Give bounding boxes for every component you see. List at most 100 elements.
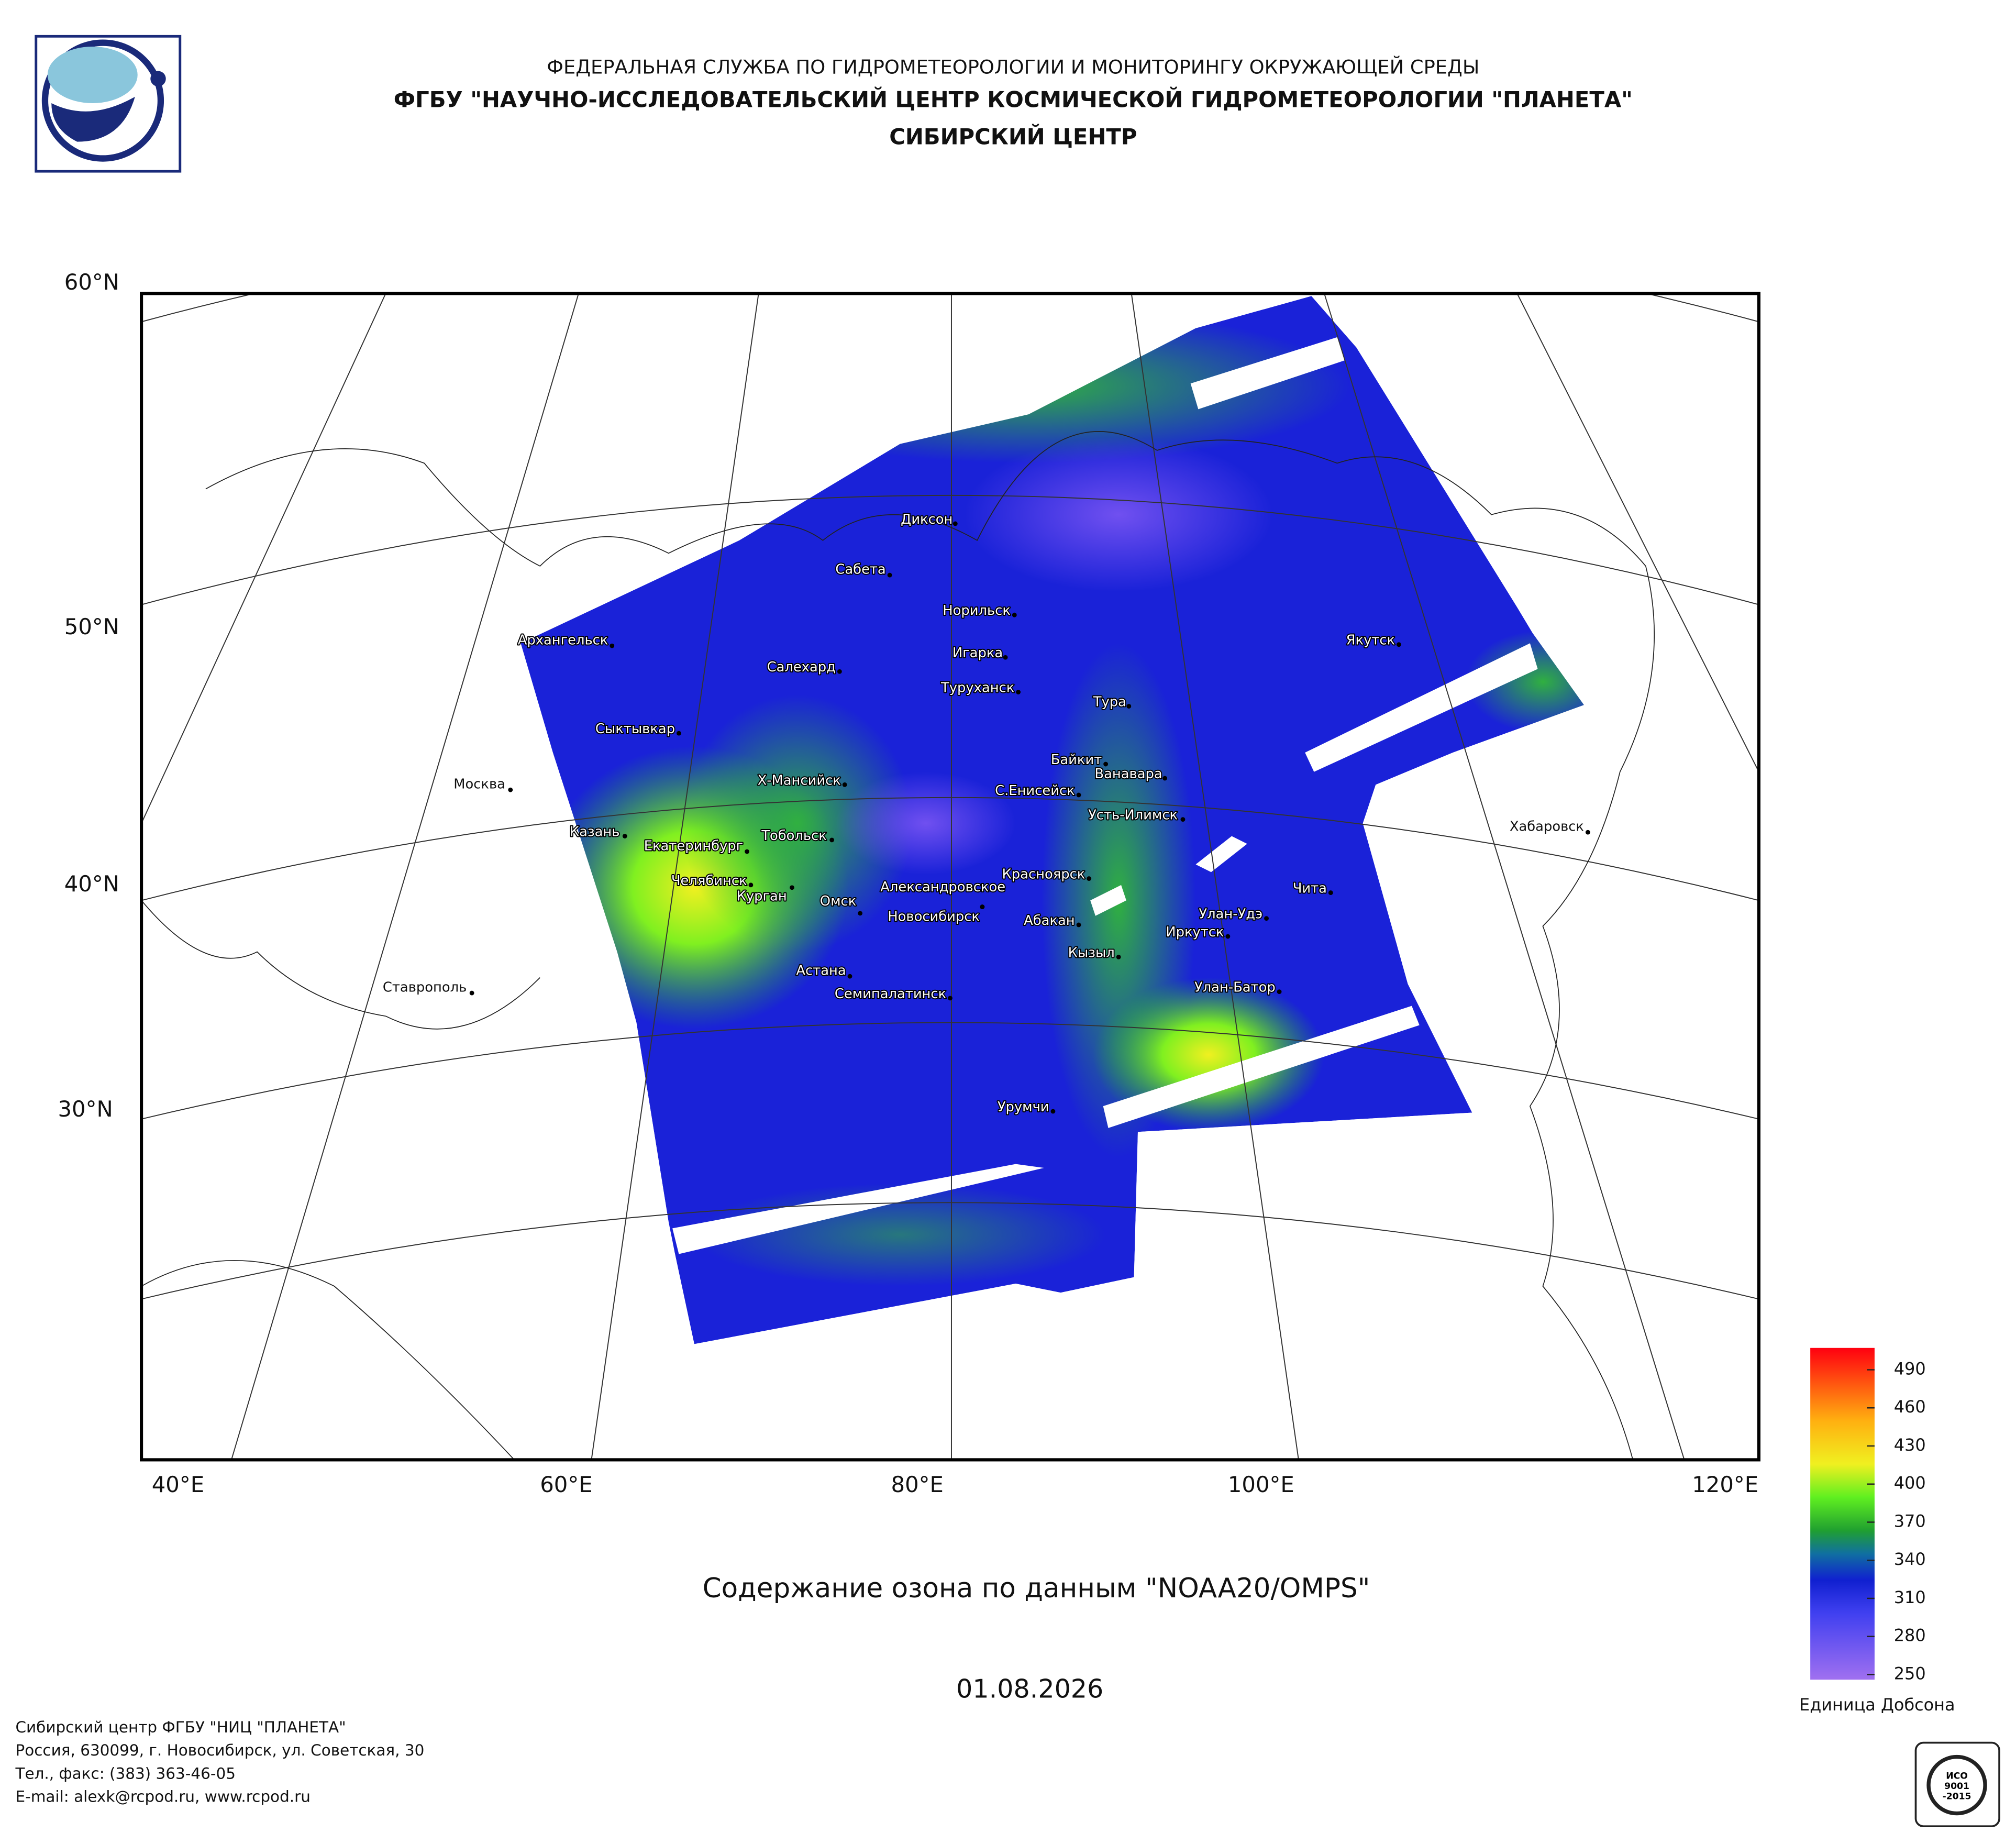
colorbar-tick-label: 310 [1894, 1587, 1926, 1607]
city-dot [1076, 922, 1081, 927]
city-dot [1003, 655, 1008, 660]
map [141, 293, 1759, 1460]
map-frame [140, 292, 1760, 1462]
footer: Сибирский центр ФГБУ "НИЦ "ПЛАНЕТА" Росси… [15, 1718, 424, 1806]
header-center: СИБИРСКИЙ ЦЕНТР [889, 124, 1137, 150]
city-label: Сабета [835, 562, 885, 578]
city-dot [1116, 954, 1121, 959]
city-label: Улан-Удэ [1199, 907, 1262, 922]
logo [35, 35, 182, 173]
city-dot [1087, 876, 1092, 881]
city-label: Хабаровск [1510, 819, 1584, 835]
colorbar-tick-label: 250 [1894, 1663, 1926, 1683]
city-label: Урумчи [998, 1099, 1049, 1115]
city-dot [1225, 934, 1231, 939]
city-dot [1016, 690, 1021, 694]
city-dot [847, 974, 852, 979]
badge-text: ИСО [1946, 1771, 1968, 1781]
city-dot [837, 669, 842, 674]
longitude-label: 40°E [152, 1472, 204, 1497]
colorbar-tick-label: 400 [1894, 1473, 1926, 1493]
city-label: Тобольск [761, 828, 827, 844]
colorbar-tick-label: 460 [1894, 1397, 1926, 1417]
latitude-label: 50°N [64, 614, 119, 639]
city-dot [1397, 642, 1401, 647]
city-dot [745, 849, 749, 854]
city-dot [858, 911, 863, 916]
city-dot [829, 837, 835, 843]
caption: Содержание озона по данным "NOAA20/OMPS" [703, 1573, 1370, 1604]
city-label: Туруханск [940, 680, 1014, 696]
badge-text: -2015 [1943, 1792, 1971, 1802]
city-label: Иркутск [1166, 924, 1224, 940]
footer-line: Тел., факс: (383) 363-46-05 [15, 1764, 236, 1782]
badge-text: 9001 [1944, 1781, 1969, 1792]
city-label: С.Енисейск [995, 783, 1075, 799]
city-label: Екатеринбург [644, 838, 743, 854]
city-dot [1328, 890, 1333, 895]
colorbar-tick-label: 370 [1894, 1511, 1926, 1531]
city-label: Астана [796, 963, 846, 979]
city-label: Игарка [952, 645, 1003, 661]
longitude-label: 80°E [891, 1472, 944, 1497]
city-label: Диксон [901, 512, 952, 527]
footer-line: Сибирский центр ФГБУ "НИЦ "ПЛАНЕТА" [15, 1718, 346, 1736]
city-label: Александровское [880, 879, 1005, 895]
city-dot [610, 643, 615, 648]
city-label: Салехард [767, 659, 836, 675]
date: 01.08.2026 [956, 1674, 1103, 1704]
city-dot [1050, 1109, 1056, 1114]
city-label: Улан-Батор [1194, 980, 1276, 996]
city-dot [790, 885, 794, 890]
header-agency: ФЕДЕРАЛЬНАЯ СЛУЖБА ПО ГИДРОМЕТЕОРОЛОГИИ … [547, 56, 1479, 79]
city-label: Байкит [1051, 752, 1102, 768]
longitude-label: 100°E [1228, 1472, 1294, 1497]
latitude-label: 40°N [64, 871, 119, 897]
city-dot [887, 572, 892, 578]
city-label: Сыктывкар [595, 721, 675, 737]
footer-line: Россия, 630099, г. Новосибирск, ул. Сове… [15, 1741, 424, 1759]
colorbar-tick-label: 340 [1894, 1549, 1926, 1569]
latitude-label: 30°N [58, 1096, 113, 1122]
colorbar [1810, 1348, 1875, 1680]
city-label: Москва [453, 777, 505, 792]
city-label: Кызыл [1068, 945, 1115, 960]
city-label: Ставрополь [383, 980, 467, 996]
city-label: Усть-Илимск [1088, 808, 1178, 823]
graticule [141, 293, 1759, 1460]
footer-line: E-mail: alexk@rcpod.ru, www.rcpod.ru [15, 1788, 310, 1806]
city-dot [1126, 704, 1132, 709]
city-label: Ванавара [1094, 766, 1162, 782]
latitude-label: 60°N [64, 269, 119, 295]
city-label: Х-Мансийск [758, 772, 841, 788]
city-label: Казань [570, 824, 620, 840]
latitude-labels: 60°N 50°N 40°N 30°N [58, 269, 119, 1122]
city-label: Якутск [1346, 633, 1395, 648]
longitude-label: 60°E [540, 1472, 592, 1497]
colorbar-tick-label: 430 [1894, 1435, 1926, 1455]
legend-unit: Единица Добсона [1799, 1695, 1955, 1715]
city-label: Красноярск [1002, 867, 1085, 882]
city-dot [1076, 792, 1081, 798]
city-label: Абакан [1024, 913, 1075, 929]
colorbar-tick-label: 490 [1894, 1359, 1926, 1379]
city-dot [948, 996, 952, 1001]
city-dot [1103, 761, 1109, 767]
city-label: Челябинск [671, 873, 747, 889]
city-label: Чита [1293, 881, 1327, 897]
city-dot [1585, 830, 1590, 835]
city-dot [842, 782, 847, 787]
longitude-label: 120°E [1692, 1472, 1758, 1497]
city-dot [1012, 612, 1017, 617]
colorbar-tick-label: 280 [1894, 1626, 1926, 1646]
header-institute: ФГБУ "НАУЧНО-ИССЛЕДОВАТЕЛЬСКИЙ ЦЕНТР КОС… [394, 86, 1633, 112]
city-label: Курган [737, 888, 787, 904]
city-dot [1264, 916, 1269, 921]
city-dot [622, 834, 627, 838]
longitude-labels: 40°E 60°E 80°E 100°E 120°E [152, 1472, 1758, 1497]
city-label: Омск [820, 893, 856, 909]
city-label: Норильск [943, 603, 1011, 619]
city-dot [469, 990, 474, 996]
